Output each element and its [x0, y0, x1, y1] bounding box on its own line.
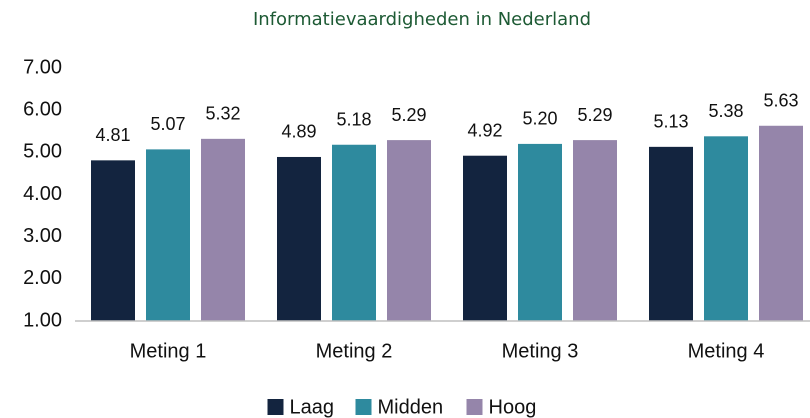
x-tick-label: Meting 2: [316, 340, 393, 362]
data-label: 5.38: [708, 101, 743, 121]
bar: [277, 156, 321, 321]
bar: [649, 146, 693, 321]
legend-label: Hoog: [489, 396, 537, 418]
legend-label: Laag: [290, 396, 335, 418]
bar: [146, 149, 190, 321]
bar: [387, 140, 431, 321]
data-label: 5.07: [150, 114, 185, 134]
legend-swatch: [355, 399, 372, 415]
data-label: 4.92: [467, 120, 502, 140]
y-tick-label: 2.00: [23, 267, 62, 289]
bar: [201, 138, 245, 321]
data-label: 5.32: [205, 104, 240, 124]
data-label: 5.18: [336, 109, 371, 129]
data-label: 5.29: [391, 105, 426, 125]
legend-label: Midden: [378, 396, 444, 418]
x-tick-label: Meting 4: [688, 340, 765, 362]
data-label: 4.89: [281, 122, 316, 142]
data-label: 5.13: [653, 112, 688, 132]
legend-swatch: [466, 399, 483, 415]
y-tick-label: 6.00: [23, 98, 62, 120]
bar: [573, 140, 617, 321]
data-label: 5.20: [522, 109, 557, 129]
data-label: 4.81: [95, 125, 130, 145]
y-tick-label: 4.00: [23, 183, 62, 205]
bar: [759, 125, 803, 321]
chart-title: Informatievaardigheden in Nederland: [253, 9, 591, 30]
y-tick-label: 5.00: [23, 141, 62, 163]
legend-swatch: [267, 399, 284, 415]
y-tick-label: 7.00: [23, 56, 62, 78]
bar: [518, 143, 562, 321]
bar: [704, 136, 748, 321]
x-tick-label: Meting 1: [130, 340, 207, 362]
bar: [91, 160, 135, 321]
y-tick-label: 1.00: [23, 309, 62, 331]
data-label: 5.63: [763, 91, 798, 111]
data-label: 5.29: [577, 105, 612, 125]
bar: [463, 155, 507, 321]
x-tick-label: Meting 3: [502, 340, 579, 362]
bar: [332, 144, 376, 321]
y-tick-label: 3.00: [23, 225, 62, 247]
